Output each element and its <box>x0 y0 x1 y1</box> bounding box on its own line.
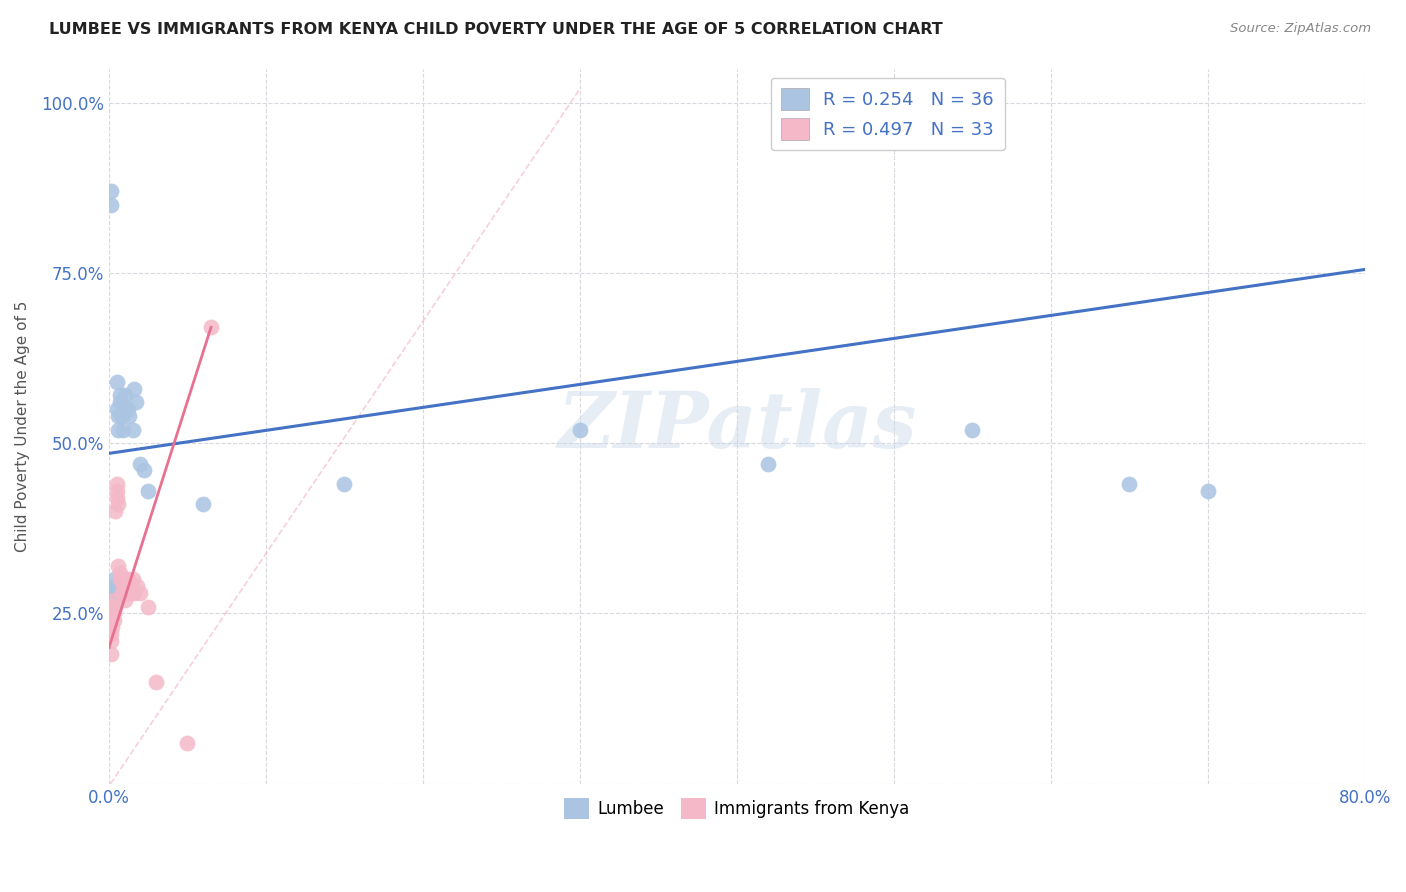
Point <box>176 736 198 750</box>
Point <box>136 483 159 498</box>
Point <box>200 320 222 334</box>
Point <box>100 613 122 627</box>
Legend: Lumbee, Immigrants from Kenya: Lumbee, Immigrants from Kenya <box>558 792 917 825</box>
Point <box>145 674 167 689</box>
Point <box>108 388 131 402</box>
Point <box>962 423 984 437</box>
Point <box>103 586 125 600</box>
Point <box>129 457 152 471</box>
Point <box>104 504 127 518</box>
Point <box>127 579 149 593</box>
Point <box>114 402 136 417</box>
Point <box>104 579 127 593</box>
Point <box>136 599 159 614</box>
Point <box>129 586 152 600</box>
Point <box>100 627 122 641</box>
Point <box>105 477 128 491</box>
Point <box>112 579 135 593</box>
Point <box>103 613 125 627</box>
Point <box>107 423 129 437</box>
Point <box>117 573 139 587</box>
Point <box>105 375 128 389</box>
Point <box>122 586 145 600</box>
Point <box>1118 477 1140 491</box>
Y-axis label: Child Poverty Under the Age of 5: Child Poverty Under the Age of 5 <box>15 301 30 552</box>
Point <box>333 477 356 491</box>
Point <box>104 592 127 607</box>
Point <box>114 592 136 607</box>
Point <box>114 388 136 402</box>
Point <box>107 558 129 573</box>
Text: LUMBEE VS IMMIGRANTS FROM KENYA CHILD POVERTY UNDER THE AGE OF 5 CORRELATION CHA: LUMBEE VS IMMIGRANTS FROM KENYA CHILD PO… <box>49 22 943 37</box>
Point <box>100 184 122 198</box>
Point <box>101 599 124 614</box>
Point <box>105 483 128 498</box>
Point <box>104 586 127 600</box>
Point <box>118 586 141 600</box>
Point <box>107 498 129 512</box>
Point <box>117 402 139 417</box>
Point <box>124 395 146 409</box>
Point <box>103 599 125 614</box>
Point <box>1197 483 1219 498</box>
Point <box>132 463 155 477</box>
Point <box>110 586 132 600</box>
Point <box>121 423 143 437</box>
Point <box>100 592 122 607</box>
Point <box>105 491 128 505</box>
Point <box>108 573 131 587</box>
Text: ZIPatlas: ZIPatlas <box>557 388 917 465</box>
Point <box>108 395 131 409</box>
Point <box>100 198 122 212</box>
Point <box>100 633 122 648</box>
Point <box>118 409 141 423</box>
Point <box>105 402 128 417</box>
Point <box>101 620 124 634</box>
Point <box>112 423 135 437</box>
Point <box>103 592 125 607</box>
Point <box>100 648 122 662</box>
Point <box>101 599 124 614</box>
Point <box>191 498 214 512</box>
Point <box>568 423 591 437</box>
Point <box>110 409 132 423</box>
Point <box>101 586 124 600</box>
Text: Source: ZipAtlas.com: Source: ZipAtlas.com <box>1230 22 1371 36</box>
Point <box>108 566 131 580</box>
Point <box>121 573 143 587</box>
Point <box>104 599 127 614</box>
Point <box>122 382 145 396</box>
Point <box>110 573 132 587</box>
Point <box>107 409 129 423</box>
Point <box>756 457 779 471</box>
Point <box>103 607 125 621</box>
Point <box>103 573 125 587</box>
Point <box>101 607 124 621</box>
